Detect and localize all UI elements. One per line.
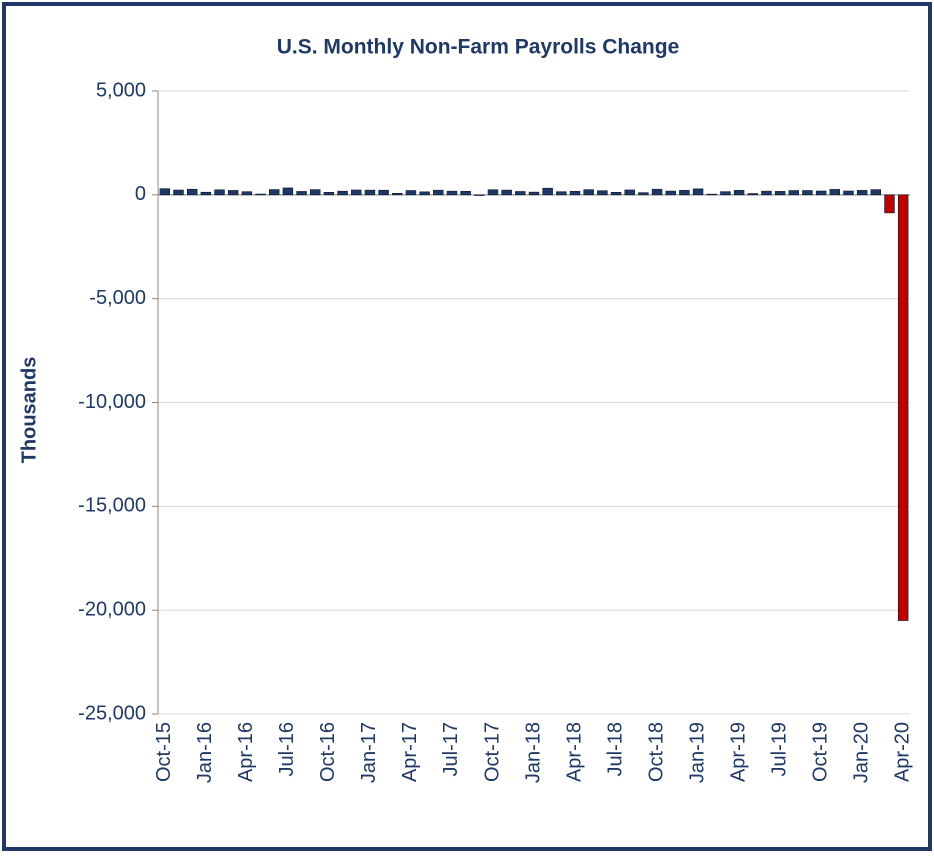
bar <box>897 194 909 621</box>
bar <box>378 189 389 196</box>
x-tick-label: Jul-17 <box>440 722 462 776</box>
bar <box>487 189 499 196</box>
y-axis-label: Thousands <box>18 357 40 464</box>
x-tick-label: Jul-19 <box>768 722 790 776</box>
bar <box>255 193 266 196</box>
y-tick-label: -25,000 <box>78 702 146 724</box>
bar <box>310 189 321 196</box>
bar <box>159 188 171 196</box>
bar <box>870 189 882 196</box>
bar <box>268 189 280 196</box>
x-tick-label: Oct-15 <box>153 722 175 782</box>
bar <box>351 189 362 196</box>
bar <box>323 192 335 196</box>
bar <box>829 189 841 196</box>
bar <box>583 189 594 196</box>
bar <box>186 188 198 196</box>
bar <box>214 189 225 196</box>
x-tick-label: Apr-17 <box>399 722 421 782</box>
y-tick-label: 5,000 <box>96 79 146 101</box>
bar <box>337 190 348 196</box>
bar <box>856 190 868 196</box>
bar <box>761 190 772 196</box>
bar <box>173 189 184 196</box>
bar <box>733 190 745 196</box>
x-tick-label: Oct-18 <box>645 722 667 782</box>
bar <box>364 189 376 196</box>
bar <box>200 191 212 196</box>
y-tick-label: -5,000 <box>89 287 146 309</box>
bar <box>528 191 540 196</box>
bar <box>556 191 567 196</box>
bar <box>665 190 676 196</box>
bar <box>802 190 813 196</box>
x-tick-label: Oct-17 <box>481 722 503 782</box>
bar <box>227 190 239 196</box>
bar <box>405 190 417 196</box>
bar <box>569 191 581 196</box>
bar <box>692 188 704 196</box>
bar <box>474 194 485 196</box>
bar <box>460 191 471 196</box>
bar <box>815 190 827 196</box>
bar <box>610 192 622 196</box>
x-tick-label: Apr-20 <box>891 722 913 782</box>
bar <box>542 187 553 196</box>
y-tick-label: -10,000 <box>78 391 146 413</box>
y-tick-label: -20,000 <box>78 598 146 620</box>
bar <box>433 189 444 196</box>
bar <box>624 189 635 196</box>
bar <box>501 189 512 196</box>
x-tick-label: Apr-18 <box>563 722 585 782</box>
bar <box>241 191 253 196</box>
bar <box>706 193 717 196</box>
x-tick-label: Oct-16 <box>317 722 339 782</box>
bar <box>747 193 758 196</box>
x-tick-label: Jan-19 <box>686 722 708 783</box>
x-tick-label: Apr-19 <box>727 722 749 782</box>
bar <box>419 191 430 196</box>
x-tick-label: Jan-20 <box>850 722 872 783</box>
x-tick-label: Jul-16 <box>276 722 298 776</box>
bar <box>296 191 307 196</box>
bar <box>392 192 403 196</box>
x-tick-label: Apr-16 <box>235 722 257 782</box>
x-tick-label: Oct-19 <box>809 722 831 782</box>
x-tick-label: Jan-17 <box>358 722 380 783</box>
bar <box>597 190 608 196</box>
chart-title: U.S. Monthly Non-Farm Payrolls Change <box>277 36 680 59</box>
bar <box>679 190 690 196</box>
bar <box>282 187 294 196</box>
x-tick-label: Jan-18 <box>522 722 544 783</box>
bar <box>774 191 786 196</box>
bar <box>884 194 895 214</box>
bar <box>515 191 526 196</box>
bar <box>446 190 458 196</box>
bar <box>788 190 800 196</box>
bar <box>651 188 663 196</box>
y-tick-label: 0 <box>135 183 146 205</box>
y-tick-label: -15,000 <box>78 495 146 517</box>
x-tick-label: Jul-18 <box>604 722 626 776</box>
bar <box>638 192 649 196</box>
x-tick-label: Jan-16 <box>194 722 216 783</box>
bar <box>843 190 854 196</box>
bar <box>720 191 731 196</box>
